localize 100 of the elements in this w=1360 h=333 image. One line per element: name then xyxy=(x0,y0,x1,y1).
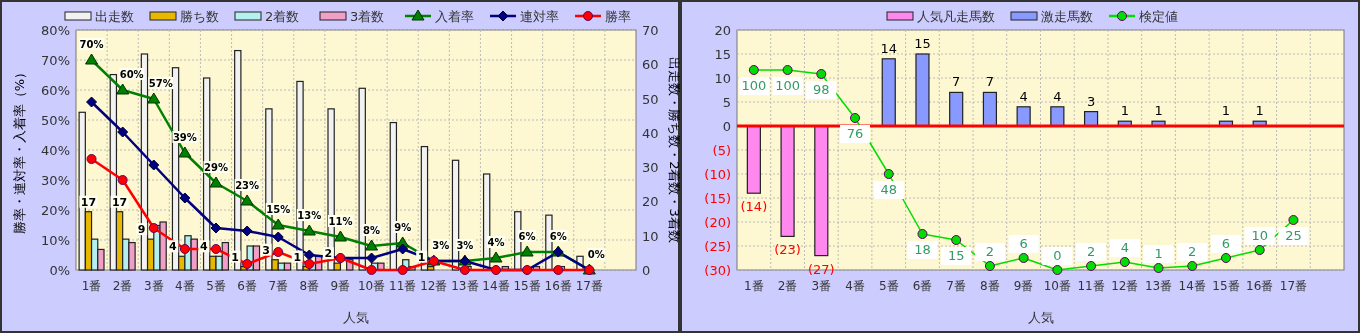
data-label: 7 xyxy=(985,74,995,90)
y2-tick-label: 30 xyxy=(642,160,659,176)
data-label: 0 xyxy=(1053,248,1062,263)
data-label: 3 xyxy=(262,243,270,257)
data-label: 57% xyxy=(148,78,173,89)
data-label: 1 xyxy=(1255,103,1264,119)
data-label: 9 xyxy=(137,223,146,237)
y2-tick-label: 40 xyxy=(642,125,659,141)
y-tick-label: 80% xyxy=(41,23,70,38)
data-label: 6% xyxy=(549,231,567,242)
data-label: 4 xyxy=(1019,88,1028,104)
x-tick-label: 2番 xyxy=(112,279,133,293)
data-label: 17 xyxy=(111,195,128,209)
y2-tick-label: 10 xyxy=(642,228,659,244)
x-tick-label: 10番 xyxy=(1043,279,1071,293)
x-tick-label: 1番 xyxy=(744,279,764,293)
y-tick-label: 0 xyxy=(722,119,731,134)
x-tick-label: 4番 xyxy=(845,279,865,293)
data-label: 29% xyxy=(204,162,228,173)
data-label: (27) xyxy=(807,261,835,277)
x-tick-label: 12番 xyxy=(1111,279,1139,293)
y-tick-label: 10% xyxy=(41,233,70,248)
x-tick-label: 10番 xyxy=(357,279,386,293)
y2-tick-label: 60 xyxy=(642,57,659,73)
legend-label: 勝ち数 xyxy=(180,9,219,24)
x-tick-label: 2番 xyxy=(777,279,798,293)
x-tick-label: 6番 xyxy=(912,279,933,293)
y-tick-label: 50% xyxy=(41,113,70,128)
data-label: 98 xyxy=(813,82,830,97)
data-label: 60% xyxy=(119,69,144,80)
y-tick-label: 30% xyxy=(41,173,70,188)
data-label: 2 xyxy=(324,247,333,261)
y-tick-label: (30) xyxy=(704,263,731,278)
x-tick-label: 11番 xyxy=(1077,279,1105,293)
y-tick-label: (5) xyxy=(712,143,731,158)
y-tick-label: (25) xyxy=(704,239,731,254)
data-label: 48 xyxy=(880,182,898,197)
data-label: 4 xyxy=(168,240,177,254)
x-axis-title: 人気 xyxy=(1027,310,1054,325)
data-label: 15 xyxy=(947,248,965,263)
y-tick-label: 40% xyxy=(41,143,70,158)
legend-label: 出走数 xyxy=(95,9,134,24)
data-label: 1 xyxy=(231,250,239,264)
y-tick-label: 5 xyxy=(722,95,731,110)
legend-label: 連対率 xyxy=(520,9,559,24)
y2-tick-label: 50 xyxy=(642,91,659,107)
data-label: 8% xyxy=(363,225,381,236)
data-label: 14 xyxy=(880,40,898,56)
x-tick-label: 3番 xyxy=(143,279,164,293)
data-label: 7 xyxy=(952,74,961,90)
data-label: 18 xyxy=(914,242,931,257)
data-label: 0% xyxy=(587,249,605,260)
x-tick-label: 17番 xyxy=(1279,279,1308,293)
data-label: 100 xyxy=(775,78,800,93)
data-label: 4 xyxy=(200,240,209,254)
x-tick-label: 8番 xyxy=(980,279,1000,293)
data-label: 3 xyxy=(1086,93,1096,109)
data-label: 4 xyxy=(1120,240,1129,255)
x-tick-label: 12番 xyxy=(420,279,448,293)
data-label: 6 xyxy=(1221,236,1231,251)
data-label: 39% xyxy=(172,132,197,143)
y2-tick-label: 0 xyxy=(642,263,651,278)
x-tick-label: 16番 xyxy=(544,279,572,293)
y-tick-label: 10 xyxy=(714,71,731,86)
data-label: (23) xyxy=(774,242,801,258)
data-label: 3% xyxy=(456,240,474,251)
data-label: 2 xyxy=(1086,244,1096,259)
x-tick-label: 14番 xyxy=(1178,279,1206,293)
x-tick-label: 4番 xyxy=(175,279,195,293)
x-tick-label: 6番 xyxy=(237,279,257,293)
y-tick-label: 20 xyxy=(714,23,731,38)
data-label: 4 xyxy=(1053,88,1062,104)
x-tick-label: 15番 xyxy=(1212,279,1240,293)
data-label: 1 xyxy=(1221,103,1231,119)
data-label: 6% xyxy=(518,231,536,242)
x-tick-label: 15番 xyxy=(513,279,541,293)
data-label: 10 xyxy=(1251,228,1268,243)
data-label: 1 xyxy=(1120,103,1129,119)
x-tick-label: 13番 xyxy=(1144,279,1173,293)
x-tick-label: 9番 xyxy=(330,279,351,293)
data-label: 1 xyxy=(293,250,302,264)
x-tick-label: 7番 xyxy=(946,279,967,293)
data-label: 17 xyxy=(80,195,97,209)
legend-label: 激走馬数 xyxy=(1041,9,1093,24)
data-label: 6 xyxy=(1019,236,1028,251)
data-label: 1 xyxy=(417,250,426,264)
legend-label: 人気凡走馬数 xyxy=(917,9,995,24)
legend-label: 3着数 xyxy=(350,9,385,24)
data-label: 2 xyxy=(1188,244,1197,259)
legend-label: 検定値 xyxy=(1139,9,1178,24)
x-tick-label: 3番 xyxy=(811,279,832,293)
y-tick-label: (20) xyxy=(704,215,731,230)
data-label: 3% xyxy=(432,240,450,251)
data-label: 70% xyxy=(79,39,104,50)
x-tick-label: 13番 xyxy=(451,279,479,293)
data-label: 23% xyxy=(235,180,260,191)
x-tick-label: 17番 xyxy=(575,279,603,293)
y-tick-label: 70% xyxy=(41,53,70,68)
x-tick-label: 1番 xyxy=(81,279,102,293)
y2-tick-label: 70 xyxy=(642,23,659,38)
